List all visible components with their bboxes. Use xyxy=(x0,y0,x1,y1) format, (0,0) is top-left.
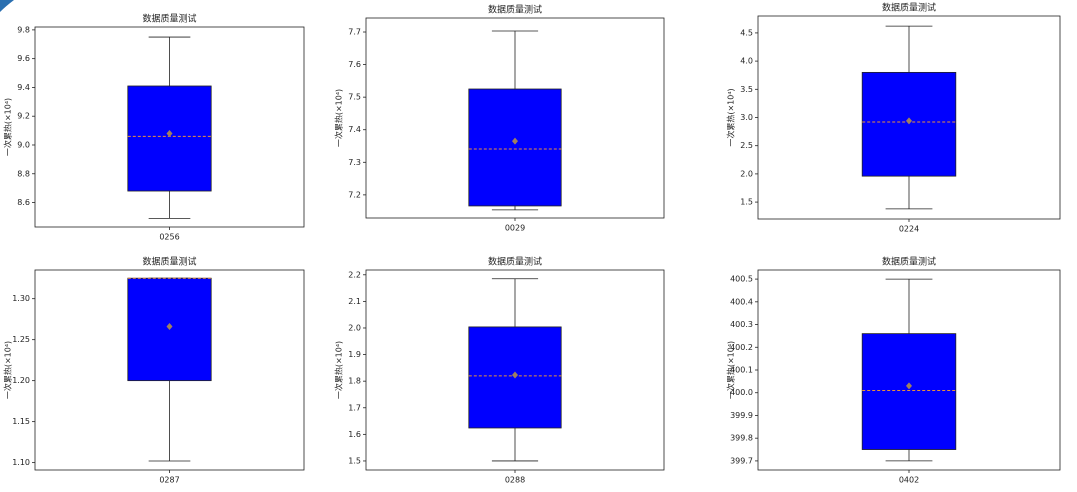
y-tick-label: 1.8 xyxy=(348,377,361,386)
y-tick-label: 7.7 xyxy=(348,28,361,37)
mean-marker xyxy=(166,323,173,331)
y-tick-label: 7.4 xyxy=(348,125,361,134)
y-tick-label: 400.4 xyxy=(730,297,753,306)
x-tick-label: 0288 xyxy=(505,476,525,485)
x-tick-label: 0402 xyxy=(899,476,919,485)
y-tick-label: 7.2 xyxy=(348,190,361,199)
y-tick-label: 1.10 xyxy=(12,458,30,467)
y-tick-label: 7.6 xyxy=(348,60,361,69)
y-tick-label: 2.0 xyxy=(348,323,361,332)
chart-title: 数据质量测试 xyxy=(142,13,196,25)
chart-title: 数据质量测试 xyxy=(488,4,542,16)
y-tick-label: 2.0 xyxy=(740,169,753,178)
y-tick-label: 2.5 xyxy=(740,141,753,150)
y-tick-label: 1.15 xyxy=(12,417,30,426)
x-tick-label: 0029 xyxy=(505,224,525,233)
y-tick-label: 400.0 xyxy=(730,388,753,397)
box xyxy=(127,85,212,192)
y-tick-label: 9.8 xyxy=(17,25,30,34)
y-tick-label: 1.7 xyxy=(348,403,361,412)
y-axis-label: 一次累热(×10⁴) xyxy=(3,341,13,399)
y-tick-label: 2.2 xyxy=(348,270,361,279)
x-tick-label: 0224 xyxy=(899,225,919,234)
y-tick-label: 1.5 xyxy=(740,198,753,207)
chart-title: 数据质量测试 xyxy=(142,256,196,268)
y-tick-label: 1.5 xyxy=(348,456,361,465)
y-tick-label: 9.6 xyxy=(17,54,30,63)
y-tick-label: 3.0 xyxy=(740,113,753,122)
chart-title: 数据质量测试 xyxy=(882,2,936,14)
y-tick-label: 9.4 xyxy=(17,83,30,92)
y-tick-label: 9.0 xyxy=(17,140,30,149)
y-tick-label: 1.6 xyxy=(348,430,361,439)
y-tick-label: 400.5 xyxy=(730,275,753,284)
mean-marker xyxy=(906,117,912,125)
y-tick-label: 7.3 xyxy=(348,158,361,167)
x-tick-label: 0256 xyxy=(159,233,179,242)
y-tick-label: 3.5 xyxy=(740,85,753,94)
y-tick-label: 8.6 xyxy=(17,198,30,207)
y-axis-label: 一次累热(×10⁴) xyxy=(726,88,736,146)
mean-marker xyxy=(512,137,518,145)
y-axis-label: 一次累热(×10⁴) xyxy=(334,89,344,147)
y-tick-label: 399.7 xyxy=(730,456,753,465)
mean-marker xyxy=(906,382,912,390)
y-tick-label: 400.2 xyxy=(730,343,753,352)
y-axis-label: 一次累热(×10⁴) xyxy=(334,341,344,399)
y-tick-label: 1.25 xyxy=(12,335,30,344)
box xyxy=(468,88,562,207)
y-tick-label: 1.30 xyxy=(12,294,30,303)
y-tick-label: 399.8 xyxy=(730,434,753,443)
corner-decoration xyxy=(0,0,14,12)
x-tick-label: 0287 xyxy=(159,476,179,485)
y-tick-label: 7.5 xyxy=(348,93,361,102)
y-tick-label: 8.8 xyxy=(17,169,30,178)
y-tick-label: 399.9 xyxy=(730,411,753,420)
y-tick-label: 1.9 xyxy=(348,350,361,359)
y-axis-label: 一次累热(×10⁴) xyxy=(3,98,13,156)
y-tick-label: 4.0 xyxy=(740,57,753,66)
mean-marker xyxy=(166,129,173,137)
mean-marker xyxy=(512,371,518,379)
chart-title: 数据质量测试 xyxy=(882,256,936,268)
y-tick-label: 400.1 xyxy=(730,366,753,375)
y-tick-label: 2.1 xyxy=(348,297,361,306)
chart-title: 数据质量测试 xyxy=(488,256,542,268)
y-tick-label: 4.5 xyxy=(740,28,753,37)
y-tick-label: 1.20 xyxy=(12,376,30,385)
y-axis-label: 一次累热(×10⁴) xyxy=(726,341,736,399)
box xyxy=(861,333,957,450)
y-tick-label: 9.2 xyxy=(17,112,30,121)
y-tick-label: 400.3 xyxy=(730,320,753,329)
